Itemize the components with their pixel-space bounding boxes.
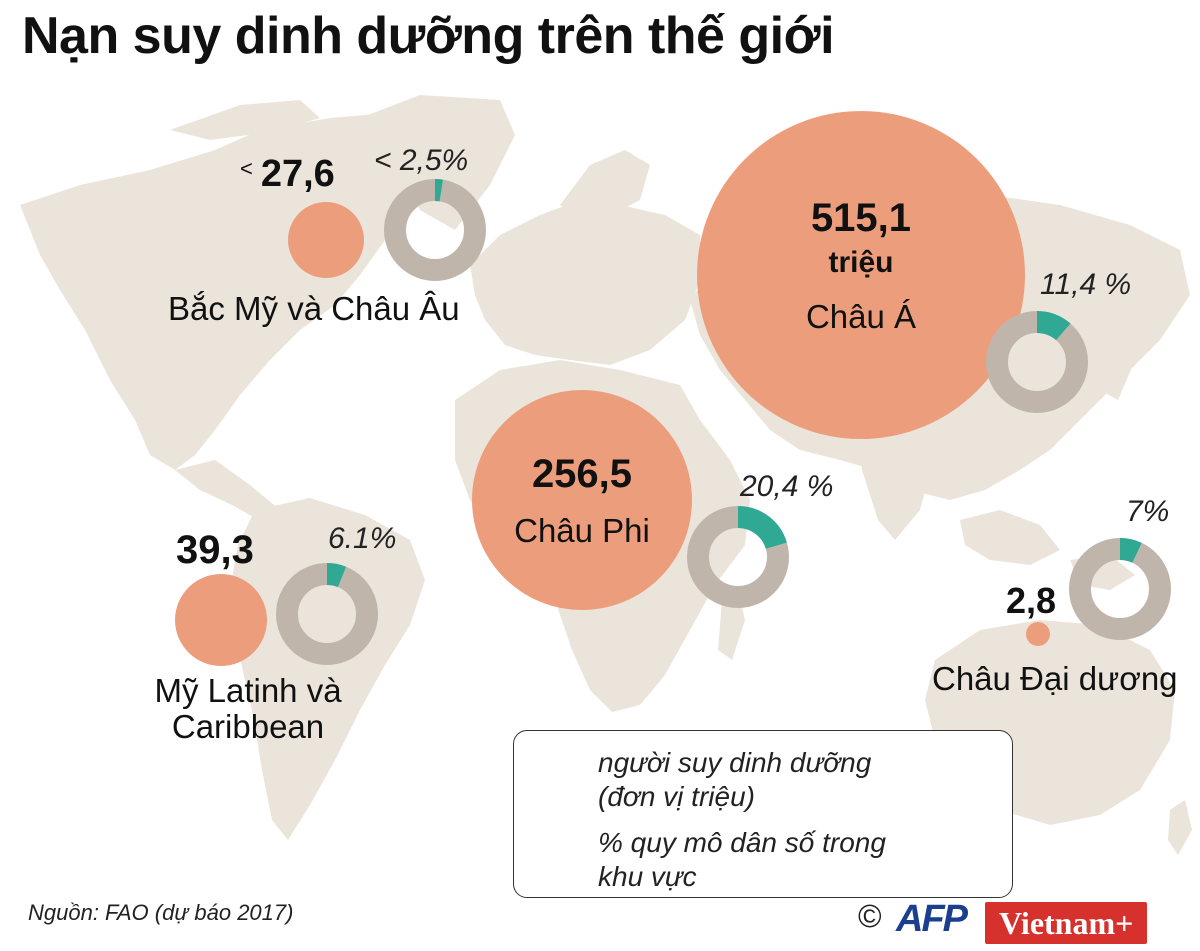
legend-box xyxy=(513,730,1013,898)
oceania-name: Châu Đại dương xyxy=(932,660,1178,697)
north-america-europe-value: <27,6 xyxy=(240,153,335,196)
latin-america-pct: 6.1% xyxy=(328,522,397,555)
asia-value: 515,1 xyxy=(810,196,912,240)
legend-ring-line1: % quy mô dân số trong xyxy=(598,827,886,858)
ring-asia xyxy=(986,311,1088,413)
source-note: Nguồn: FAO (dự báo 2017) xyxy=(28,900,294,925)
legend-ring-line2: khu vực xyxy=(598,861,697,892)
copyright-symbol: © xyxy=(858,898,882,934)
ring-africa xyxy=(687,506,789,608)
bubble-asia xyxy=(697,111,1025,439)
legend-bubble-text: người suy dinh dưỡng (đơn vị triệu) xyxy=(598,746,958,814)
latin-america-name-line2: Caribbean xyxy=(171,708,325,745)
bubble-latin-america xyxy=(175,574,267,666)
legend-ring-text: % quy mô dân số trong khu vực xyxy=(598,826,958,894)
ring-north-america-europe xyxy=(384,179,486,281)
latin-america-value: 39,3 xyxy=(176,528,254,572)
bubble-oceania xyxy=(1026,622,1050,646)
bubble-north-america-europe xyxy=(288,202,364,278)
ring-latin-america xyxy=(276,563,378,665)
north-america-europe-number: 27,6 xyxy=(260,153,335,195)
asia-pct: 11,4 % xyxy=(1040,268,1132,301)
africa-pct: 20,4 % xyxy=(740,470,834,503)
legend-bubble-line2: (đơn vị triệu) xyxy=(598,781,755,812)
africa-value: 256,5 xyxy=(531,452,633,496)
bubble-africa xyxy=(472,390,692,610)
less-than-sign: < xyxy=(240,156,253,181)
oceania-value: 2,8 xyxy=(1006,580,1057,621)
afp-logo: AFP xyxy=(896,898,968,940)
latin-america-name-line1: Mỹ Latinh và xyxy=(154,672,342,709)
north-america-europe-pct: < 2,5% xyxy=(374,144,469,177)
legend-bubble-line1: người suy dinh dưỡng xyxy=(598,747,872,778)
oceania-pct: 7% xyxy=(1126,495,1170,528)
ring-oceania xyxy=(1069,538,1171,640)
asia-unit: triệu xyxy=(828,246,894,279)
asia-name: Châu Á xyxy=(805,298,917,335)
page-title: Nạn suy dinh dưỡng trên thế giới xyxy=(22,7,835,65)
north-america-europe-name: Bắc Mỹ và Châu Âu xyxy=(168,290,460,327)
africa-name: Châu Phi xyxy=(514,512,650,549)
vietnamplus-logo: Vietnam+ xyxy=(985,902,1148,944)
